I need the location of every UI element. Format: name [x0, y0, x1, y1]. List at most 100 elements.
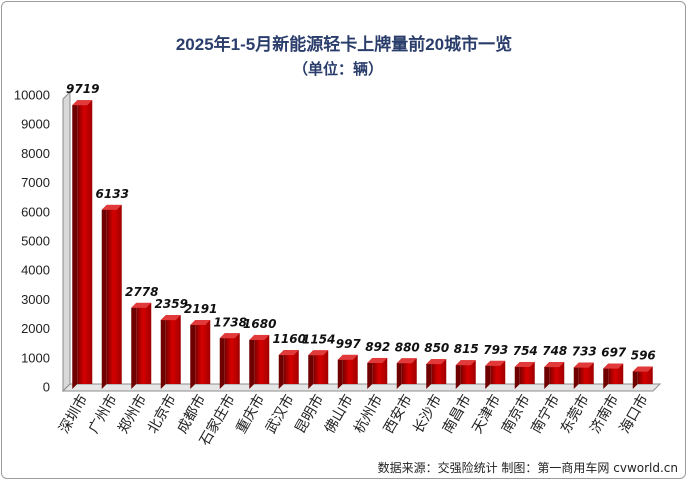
bar-top [426, 359, 447, 365]
bar [608, 363, 624, 384]
y-tick-label: 8000 [21, 146, 50, 161]
x-tick-label: 北京市 [144, 392, 180, 437]
y-tick-label: 9000 [21, 117, 50, 132]
data-label: 997 [336, 337, 362, 351]
y-tick-label: 1000 [21, 350, 50, 365]
bar [165, 315, 181, 384]
chart-subtitle: （单位：辆） [293, 60, 383, 78]
data-label: 596 [631, 349, 656, 363]
bar-top [573, 362, 594, 368]
x-tick-label: 杭州市 [350, 392, 386, 437]
bar-top [337, 354, 358, 360]
bar-side [514, 361, 520, 389]
y-tick-label: 10000 [14, 88, 50, 103]
bar [549, 362, 565, 384]
bars: 9719深圳市6133广州市2778郑州市2359北京市2191成都市1738石… [55, 82, 655, 448]
bar-side [337, 354, 343, 389]
x-tick-label: 郑州市 [114, 392, 150, 437]
data-label: 733 [572, 345, 597, 359]
bar-top [131, 302, 152, 308]
bar-side [544, 362, 550, 389]
data-label: 754 [513, 344, 538, 358]
bar-side [632, 366, 638, 389]
bar-side [603, 363, 609, 389]
bar-side [455, 360, 461, 389]
data-label: 748 [542, 344, 567, 358]
bar-side [219, 333, 225, 389]
bar-top [190, 320, 211, 326]
bar-top [367, 357, 388, 363]
x-tick-label: 济南市 [586, 392, 622, 437]
data-label: 1680 [243, 317, 276, 331]
data-label: 793 [483, 343, 508, 357]
bar-side [426, 359, 432, 389]
bar [578, 362, 594, 384]
data-label: 815 [454, 342, 479, 356]
x-tick-label: 广州市 [85, 392, 121, 437]
y-tick-label: 5000 [21, 234, 50, 249]
data-label: 1160 [273, 332, 306, 346]
bar-side [278, 350, 284, 389]
bar-side [190, 320, 196, 389]
bar [372, 357, 388, 384]
bar-side [249, 334, 255, 389]
x-tick-label: 武汉市 [262, 392, 298, 437]
bar [401, 358, 417, 384]
bar [77, 100, 93, 384]
data-label: 2191 [184, 302, 217, 316]
chart-title: 2025年1-5月新能源轻卡上牌量前20城市一览 [176, 34, 512, 54]
data-label: 2778 [125, 285, 158, 299]
bar-top [278, 350, 299, 356]
bar-side [308, 350, 314, 389]
y-tick-label: 0 [43, 380, 50, 395]
y-tick-label: 4000 [21, 263, 50, 278]
bar-side [573, 362, 579, 389]
data-label: 892 [365, 340, 390, 354]
bar-side [131, 302, 137, 389]
bar-top [249, 334, 270, 340]
bar-top [544, 362, 565, 368]
bar [283, 350, 299, 384]
x-tick-label: 南昌市 [439, 392, 475, 437]
axes: 0 1000 2000 3000 4000 5000 6000 7000 8000 9000 100… [14, 88, 662, 395]
bar [195, 320, 211, 384]
x-axis-floor [61, 383, 662, 392]
bar-side [485, 360, 491, 389]
y-tick-label: 7000 [21, 175, 50, 190]
bar [224, 333, 240, 384]
x-tick-label: 东莞市 [557, 392, 593, 437]
bar [519, 361, 535, 384]
data-label: 1154 [302, 332, 335, 346]
y-tick-label: 6000 [21, 204, 50, 219]
x-tick-label: 昆明市 [291, 392, 327, 437]
bar-top [603, 363, 624, 369]
data-label: 9719 [66, 82, 99, 96]
bar-top [485, 360, 506, 366]
bar [313, 350, 329, 384]
y-tick-label: 2000 [21, 321, 50, 336]
x-tick-label: 佛山市 [321, 392, 357, 437]
bar-top [632, 366, 653, 372]
x-tick-label: 重庆市 [232, 392, 268, 437]
data-label: 6133 [96, 187, 129, 201]
y-tick-label: 3000 [21, 292, 50, 307]
bar [431, 359, 447, 384]
bar-side [101, 204, 107, 389]
bar-top [396, 358, 417, 364]
bar-side [72, 100, 78, 389]
data-label: 2359 [155, 297, 188, 311]
data-label: 697 [601, 346, 627, 360]
x-tick-label: 深圳市 [55, 392, 91, 437]
bar-side [160, 315, 166, 389]
bar-top [101, 204, 122, 210]
bar [106, 204, 122, 384]
x-tick-label: 海口市 [616, 392, 652, 437]
x-tick-label: 南宁市 [527, 392, 563, 437]
source-note: 数据来源：交强险统计 制图：第一商用车网 cvworld.cn [378, 460, 678, 475]
bar [254, 334, 270, 384]
bar-top [219, 333, 240, 339]
bar [460, 360, 476, 384]
bar [342, 354, 358, 384]
y-axis-wall [62, 90, 71, 393]
